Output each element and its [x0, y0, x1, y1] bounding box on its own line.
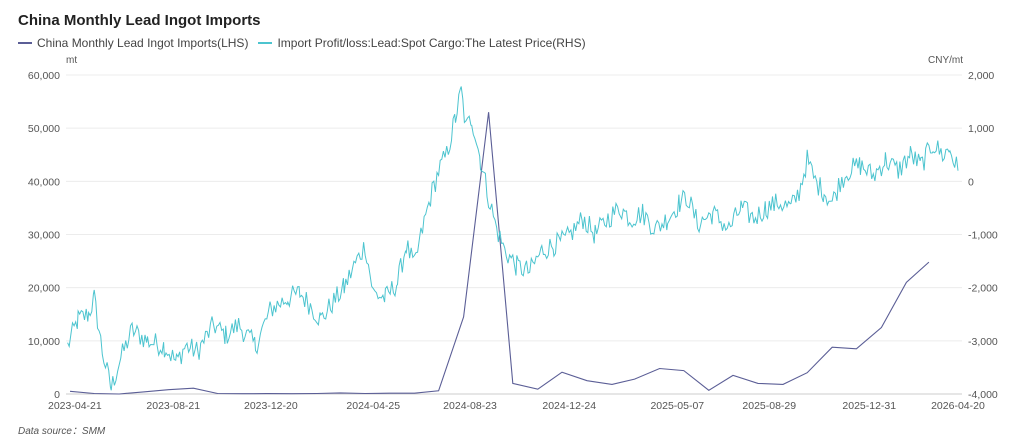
x-axis-tick-label: 2024-12-24 — [542, 400, 596, 412]
left-axis-tick-label: 30,000 — [28, 230, 60, 242]
x-axis-tick-label: 2025-05-07 — [650, 400, 704, 412]
right-axis-tick-label: 1,000 — [968, 123, 994, 135]
x-axis-tick-label: 2023-12-20 — [244, 400, 298, 412]
x-axis-tick-label: 2026-04-20 — [931, 400, 985, 412]
x-axis-tick-label: 2023-08-21 — [146, 400, 200, 412]
x-axis-tick-label: 2025-12-31 — [842, 400, 896, 412]
right-axis-tick-label: 2,000 — [968, 70, 994, 82]
series-line-imports — [69, 112, 930, 395]
data-source: Data source：SMM — [18, 426, 106, 437]
left-axis-tick-label: 10,000 — [28, 336, 60, 348]
right-axis-tick-label: 0 — [968, 176, 974, 188]
left-axis-tick-label: 20,000 — [28, 283, 60, 295]
legend-item-profit[interactable]: Import Profit/loss:Lead:Spot Cargo:The L… — [258, 36, 586, 50]
legend-swatch-imports — [18, 42, 32, 44]
chart-title: China Monthly Lead Ingot Imports — [18, 12, 261, 29]
x-axis-tick-label: 2024-08-23 — [443, 400, 497, 412]
legend: China Monthly Lead Ingot Imports(LHS) Im… — [18, 36, 586, 50]
x-axis-tick-label: 2023-04-21 — [48, 400, 102, 412]
right-axis-tick-label: -1,000 — [968, 230, 998, 242]
right-axis-tick-label: -2,000 — [968, 283, 998, 295]
x-axis-tick-label: 2025-08-29 — [742, 400, 796, 412]
left-axis-tick-label: 50,000 — [28, 123, 60, 135]
right-axis-tick-label: -3,000 — [968, 336, 998, 348]
legend-swatch-profit — [258, 42, 273, 44]
x-axis-tick-label: 2024-04-25 — [346, 400, 400, 412]
series-line-profit — [67, 86, 959, 391]
right-axis-tick-label: -4,000 — [968, 389, 998, 401]
legend-item-imports[interactable]: China Monthly Lead Ingot Imports(LHS) — [18, 36, 248, 50]
legend-label-profit: Import Profit/loss:Lead:Spot Cargo:The L… — [277, 36, 586, 50]
right-axis-unit: CNY/mt — [928, 55, 963, 66]
left-axis-tick-label: 0 — [54, 389, 60, 401]
legend-label-imports: China Monthly Lead Ingot Imports(LHS) — [37, 36, 249, 50]
left-axis-tick-label: 40,000 — [28, 176, 60, 188]
left-axis-unit: mt — [66, 55, 78, 66]
left-axis-tick-label: 60,000 — [28, 70, 60, 82]
